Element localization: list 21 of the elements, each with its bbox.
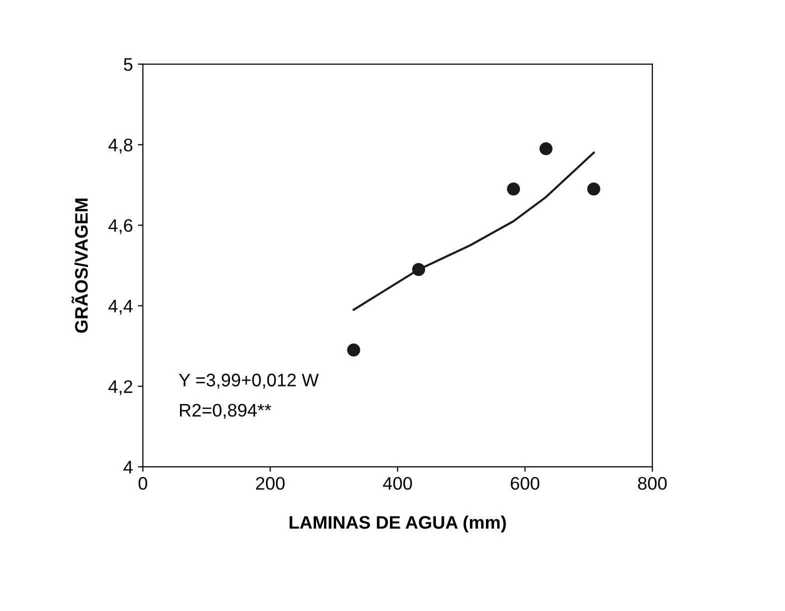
point: [507, 182, 520, 196]
y-tick-label: 4,8: [108, 138, 132, 154]
x-tick-label: 0: [138, 477, 148, 490]
x-tick-label: 200: [256, 477, 285, 490]
point: [587, 182, 600, 196]
annotation: Y =3,99+0,012 W: [178, 374, 319, 389]
x-tick-label: 400: [382, 477, 412, 490]
point: [347, 344, 360, 357]
y-tick-label: 4,4: [108, 300, 133, 315]
y-tick-label: 5: [124, 58, 132, 71]
x-axis-title: LAMINAS DE AGUA (mm): [290, 516, 506, 532]
y-axis-title: GRÃOS/VAGEM: [72, 198, 88, 333]
point: [412, 263, 426, 276]
y-tick-label: 4,2: [108, 380, 132, 396]
y-tick-label: 4: [124, 460, 133, 474]
y-tick-label: 4,6: [108, 219, 132, 234]
line-series: [352, 152, 595, 311]
x-tick-label: 800: [638, 477, 667, 490]
x-tick-label: 600: [510, 477, 540, 490]
point: [539, 142, 552, 156]
annotation: R2=0,894**: [180, 404, 272, 419]
